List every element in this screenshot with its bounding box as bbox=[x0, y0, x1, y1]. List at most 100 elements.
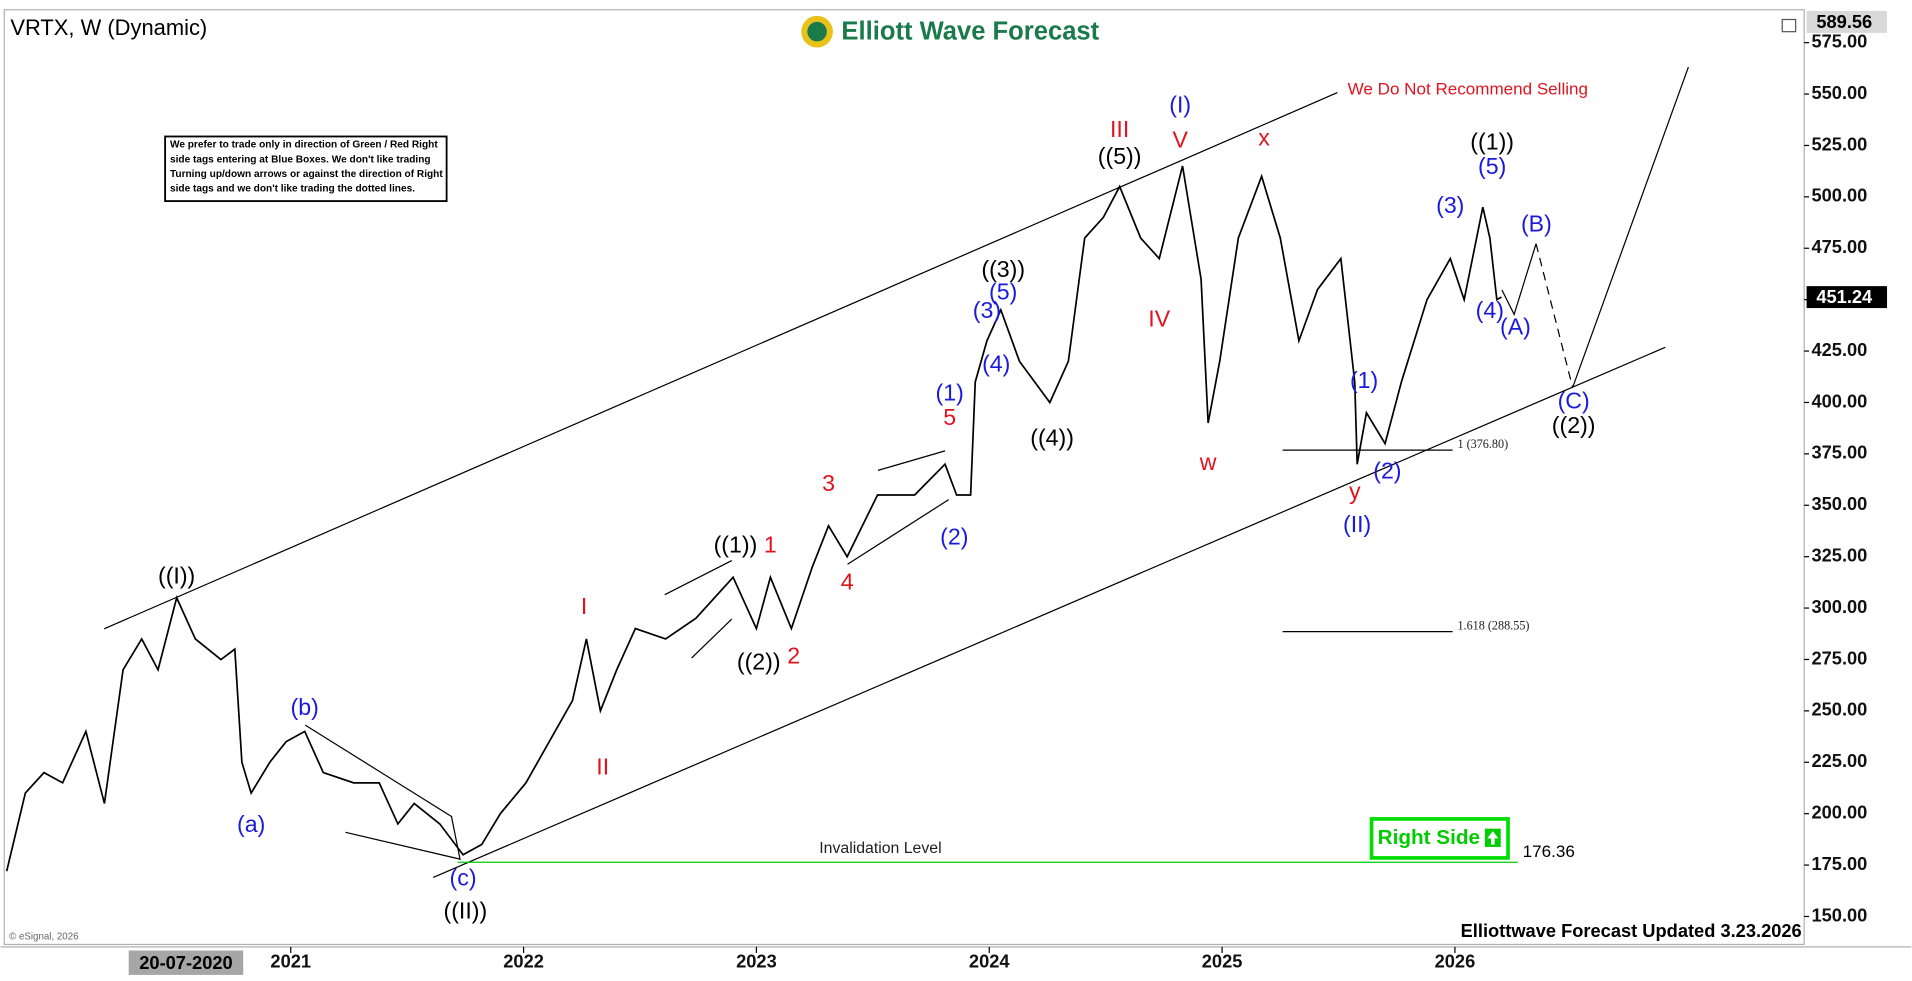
price-line bbox=[5, 165, 1502, 872]
wave-label: (1) bbox=[936, 379, 964, 405]
wave-label: (1) bbox=[1350, 367, 1378, 393]
projection-a bbox=[1501, 243, 1537, 317]
wave-label: (5) bbox=[1478, 153, 1506, 179]
wave-label: IV bbox=[1148, 305, 1170, 331]
wedge2-upper bbox=[877, 450, 946, 471]
window-icon bbox=[1781, 18, 1797, 33]
y-tick-label: 500.00 bbox=[1811, 185, 1867, 206]
wave-label: 3 bbox=[822, 470, 835, 496]
wave-label: ((2)) bbox=[737, 649, 781, 675]
wave-label: (I) bbox=[1169, 91, 1191, 117]
fib-label: 1.618 (288.55) bbox=[1457, 619, 1529, 633]
x-tick-label: 2024 bbox=[969, 951, 1010, 972]
wave-label: 1 bbox=[764, 531, 777, 557]
wave-label: ((2)) bbox=[1552, 412, 1596, 438]
wave-label: (A) bbox=[1500, 314, 1531, 340]
y-tick-label: 150.00 bbox=[1811, 904, 1867, 925]
credit: © eSignal, 2026 bbox=[9, 932, 78, 943]
fib-label: 1 (376.80) bbox=[1457, 437, 1508, 451]
x-tick-label: 2025 bbox=[1202, 951, 1243, 972]
y-tick-label: 350.00 bbox=[1811, 493, 1867, 514]
cursor-date-label: 20-07-2020 bbox=[139, 952, 232, 973]
projection-b-dashed bbox=[1535, 243, 1574, 388]
wave-label: III bbox=[1110, 116, 1129, 142]
right-side-arrow-icon bbox=[1487, 831, 1499, 845]
wave-label: (4) bbox=[1476, 297, 1504, 323]
right-side-text: Right Side bbox=[1378, 826, 1480, 849]
y-tick-label: 425.00 bbox=[1811, 339, 1867, 360]
invalidation-value: 176.36 bbox=[1523, 842, 1575, 861]
notice-line: side tags and we don't like trading the … bbox=[170, 184, 415, 195]
wave-label: (3) bbox=[1436, 192, 1464, 218]
y-tick-label: 275.00 bbox=[1811, 647, 1867, 668]
wave-label: ((I)) bbox=[158, 562, 195, 588]
warning-text: We Do Not Recommend Selling bbox=[1348, 80, 1588, 99]
y-tick-label: 575.00 bbox=[1811, 30, 1867, 51]
notice-lines: We prefer to trade only in direction of … bbox=[170, 140, 443, 195]
channel-upper bbox=[103, 92, 1338, 630]
wave-label: (c) bbox=[450, 865, 477, 891]
x-tick-label: 2022 bbox=[503, 951, 544, 972]
notice-box bbox=[164, 135, 448, 202]
y-tick-label: 525.00 bbox=[1811, 133, 1867, 154]
notice-line: We prefer to trade only in direction of … bbox=[170, 140, 438, 151]
projection-c bbox=[1572, 66, 1689, 388]
notice-line: side tags entering at Blue Boxes. We don… bbox=[170, 154, 431, 165]
y-tick-label: 475.00 bbox=[1811, 236, 1867, 257]
logo-text: Elliott Wave Forecast bbox=[841, 18, 1099, 46]
wave-label: V bbox=[1172, 126, 1188, 152]
wave-label: ((4)) bbox=[1030, 425, 1074, 451]
price-tag-label: 589.56 bbox=[1816, 11, 1872, 32]
y-tick-label: 400.00 bbox=[1811, 390, 1867, 411]
wave-label: (C) bbox=[1558, 388, 1590, 414]
wave-label: ((II)) bbox=[444, 897, 488, 923]
wave-label: (2) bbox=[940, 523, 968, 549]
plot-frame bbox=[3, 9, 1805, 946]
wedge-lower bbox=[691, 618, 733, 659]
notice-line: Turning up/down arrows or against the di… bbox=[170, 169, 443, 180]
cursor-date-box bbox=[128, 950, 244, 975]
wedge-upper bbox=[664, 560, 733, 596]
y-tick-label: 550.00 bbox=[1811, 82, 1867, 103]
y-tick-label: 200.00 bbox=[1811, 802, 1867, 823]
channel-lower bbox=[432, 346, 1666, 878]
wave-label: (a) bbox=[237, 811, 265, 837]
price-tag-box bbox=[1806, 10, 1888, 33]
wedge-lines bbox=[304, 724, 461, 860]
wave-label: w bbox=[1199, 449, 1217, 475]
wave-label: II bbox=[596, 754, 609, 780]
wave-label: (B) bbox=[1521, 211, 1552, 237]
wave-label: I bbox=[581, 593, 587, 619]
wave-label: 5 bbox=[943, 404, 956, 430]
wave-label: (b) bbox=[291, 694, 319, 720]
wave-label: (4) bbox=[982, 351, 1010, 377]
wave-label: 4 bbox=[841, 569, 854, 595]
price-tag-label: 451.24 bbox=[1816, 286, 1873, 307]
x-tick-label: 2021 bbox=[270, 951, 311, 972]
wave-label: ((3)) bbox=[981, 256, 1025, 282]
chart-title: VRTX, W (Dynamic) bbox=[10, 15, 207, 40]
invalidation-label: Invalidation Level bbox=[819, 840, 941, 857]
y-tick-label: 300.00 bbox=[1811, 596, 1867, 617]
y-tick-label: 325.00 bbox=[1811, 544, 1867, 565]
wave-label: ((1)) bbox=[714, 531, 758, 557]
wave-label: ((5)) bbox=[1098, 143, 1142, 169]
y-tick-label: 175.00 bbox=[1811, 853, 1867, 874]
logo-icon-inner bbox=[807, 21, 827, 42]
wave-label: (5) bbox=[989, 279, 1017, 305]
y-tick-label: 375.00 bbox=[1811, 442, 1867, 463]
footer: Elliottwave Forecast Updated 3.23.2026 bbox=[1461, 920, 1802, 941]
wave-label: x bbox=[1258, 124, 1270, 150]
wave-label: (2) bbox=[1373, 457, 1401, 483]
x-tick-label: 2023 bbox=[736, 951, 777, 972]
wave-label: (II) bbox=[1343, 511, 1371, 537]
y-tick-label: 225.00 bbox=[1811, 750, 1867, 771]
y-tick-label: 250.00 bbox=[1811, 699, 1867, 720]
wave-label: ((1)) bbox=[1470, 129, 1514, 155]
wave-label: 2 bbox=[787, 643, 800, 669]
wedge2-lower bbox=[847, 499, 950, 565]
wave-label: (3) bbox=[973, 297, 1001, 323]
price-tag-box bbox=[1806, 286, 1888, 309]
